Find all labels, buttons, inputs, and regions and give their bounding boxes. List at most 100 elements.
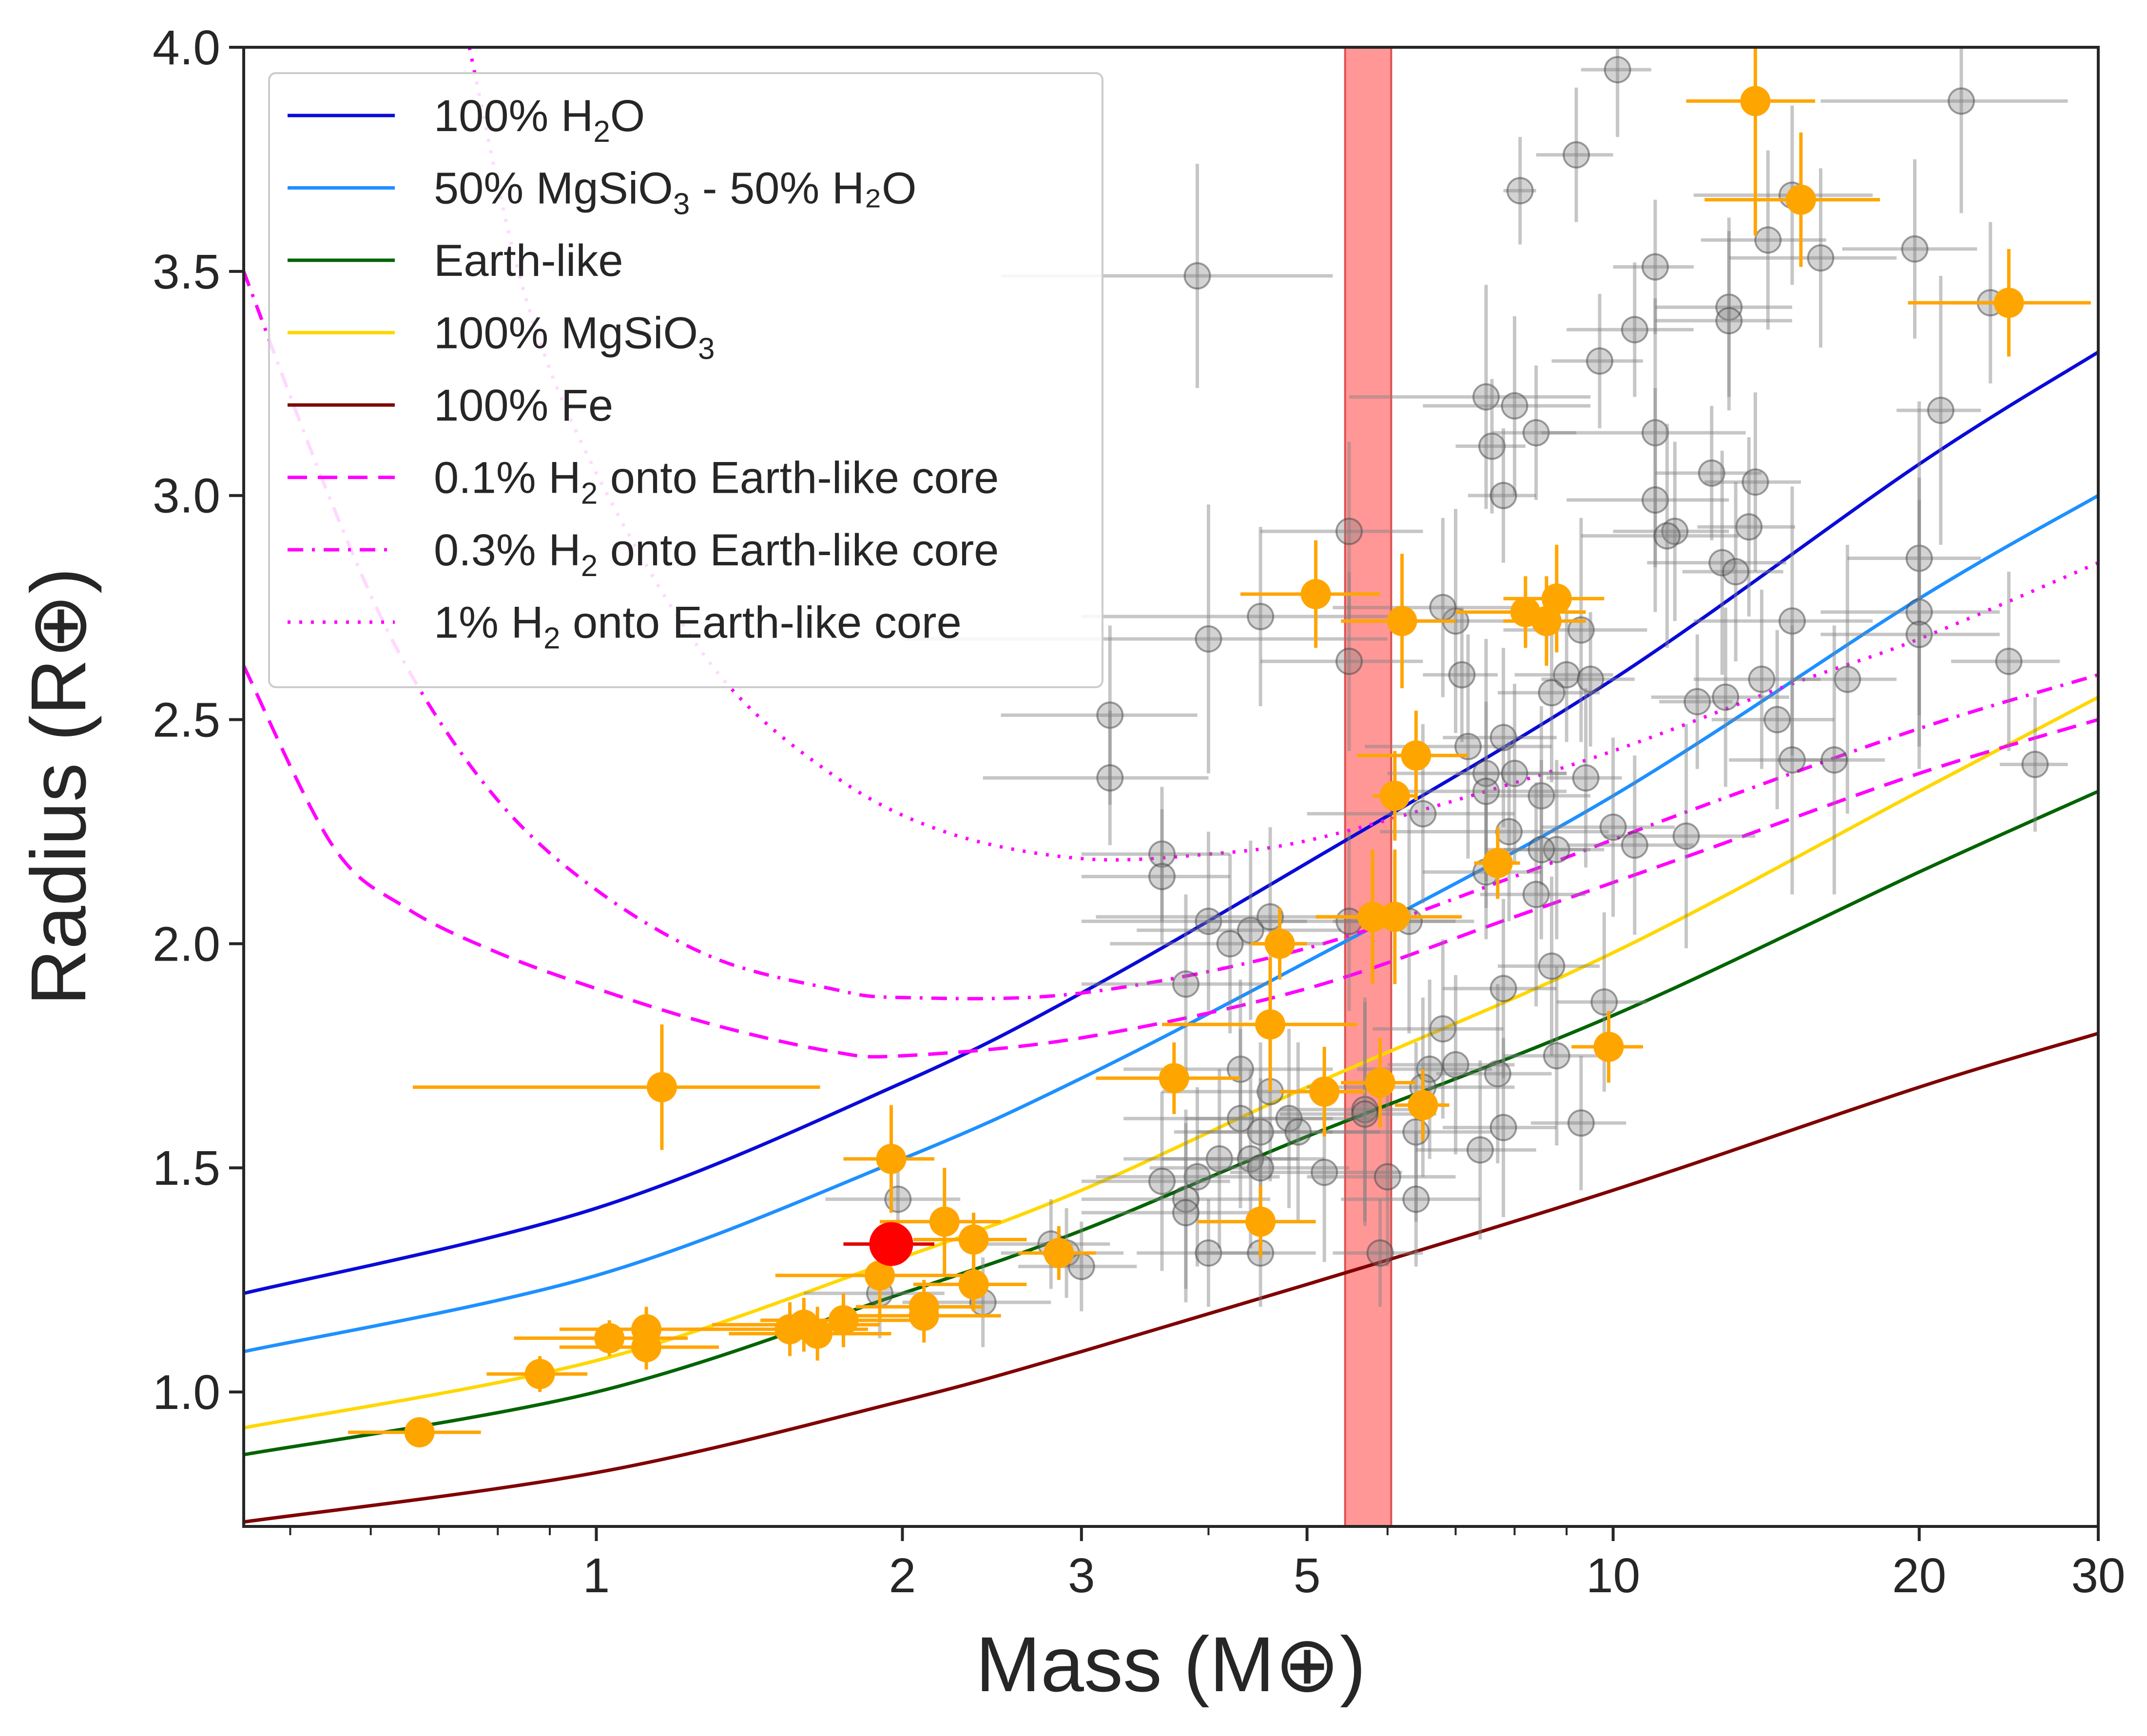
grey-point — [1096, 701, 1124, 729]
orange-point — [1593, 1031, 1624, 1062]
legend: 100% H2O 50% MgSiO3 - 50% H₂O Earth-like 10… — [268, 72, 1103, 688]
grey-point — [1763, 706, 1791, 733]
grey-point — [1653, 522, 1681, 550]
grey-point — [1195, 625, 1222, 653]
grey-point — [1501, 759, 1528, 787]
y-axis-title: Radius (R⊕) — [15, 568, 102, 1006]
orange-point — [404, 1417, 435, 1447]
grey-point — [1722, 558, 1750, 586]
grey-point — [1947, 87, 1975, 115]
grey-point — [1522, 881, 1550, 908]
legend-label: 1% H2 onto Earth-like core — [434, 598, 962, 656]
grey-point — [1735, 513, 1763, 541]
x-tick-label: 1 — [583, 1548, 610, 1603]
legend-label: Earth-like — [434, 236, 623, 286]
grey-point — [1641, 419, 1669, 446]
y-tick-label: 1.0 — [153, 1365, 220, 1420]
x-tick-label: 20 — [1892, 1548, 1946, 1603]
grey-point — [1577, 665, 1605, 693]
grey-point — [2021, 751, 2049, 778]
grey-point — [1195, 1239, 1222, 1267]
grey-point — [1661, 518, 1689, 545]
grey-point — [1927, 396, 1954, 424]
orange-point — [1255, 1009, 1286, 1040]
orange-point — [1264, 928, 1295, 959]
model-curve-0 — [244, 350, 2098, 1295]
x-axis-title: Mass (M⊕) — [976, 1620, 1366, 1708]
axes: 1 2 3 5 10 20 30 1.0 1.5 2.0 2.5 3.0 3.5 4.0 — [153, 20, 2126, 1603]
grey-point — [1834, 665, 1861, 693]
grey-point — [1195, 907, 1222, 935]
grey-point — [1284, 1118, 1312, 1146]
legend-label: 0.3% H2 onto Earth-like core — [434, 525, 999, 583]
orange-point — [631, 1332, 662, 1363]
legend-label: 100% H2O — [434, 91, 645, 149]
grey-point — [1495, 818, 1523, 846]
grey-point — [1572, 764, 1600, 792]
grey-point — [1820, 746, 1848, 774]
orange-point — [1245, 1206, 1276, 1237]
grey-point — [1538, 952, 1566, 980]
grey-point — [1472, 777, 1500, 805]
grey-point — [1366, 1239, 1394, 1267]
grey-point — [1489, 975, 1517, 1003]
orange-point — [1740, 86, 1771, 116]
grey-point — [1226, 1105, 1254, 1133]
grey-point — [1489, 1114, 1517, 1141]
grey-point — [1522, 419, 1550, 446]
highlight-point — [869, 1222, 913, 1266]
orange-point — [958, 1224, 989, 1255]
grey-point — [1567, 616, 1595, 644]
grey-point — [1905, 598, 1933, 626]
y-tick-label: 2.0 — [153, 917, 220, 971]
grey-point — [1351, 1100, 1379, 1128]
grey-point — [1590, 988, 1618, 1016]
orange-point — [1482, 848, 1513, 878]
grey-point — [1402, 1185, 1430, 1213]
orange-point — [1159, 1063, 1189, 1094]
grey-point — [1489, 724, 1517, 752]
grey-point — [1641, 253, 1669, 281]
grey-point — [1506, 177, 1534, 205]
grey-point — [1448, 661, 1476, 689]
series-highlight — [843, 1222, 934, 1266]
grey-point — [884, 1185, 912, 1213]
model-curve-5 — [244, 665, 2098, 1059]
y-tick-label: 2.5 — [153, 693, 220, 748]
grey-point — [1257, 903, 1284, 931]
grey-point — [1226, 1055, 1254, 1083]
grey-point — [1466, 1136, 1494, 1164]
orange-point — [1387, 606, 1417, 637]
orange-point — [1408, 1090, 1438, 1120]
orange-point — [909, 1300, 939, 1331]
grey-point — [1409, 800, 1437, 828]
x-tick-label: 5 — [1294, 1548, 1321, 1603]
orange-point — [958, 1269, 989, 1300]
grey-point — [1172, 970, 1199, 998]
grey-point — [1901, 235, 1929, 263]
grey-point — [1183, 262, 1211, 290]
grey-point — [1205, 1145, 1233, 1173]
legend-label: 50% MgSiO3 - 50% H₂O — [434, 164, 917, 221]
x-tick-label: 2 — [889, 1548, 916, 1603]
x-tick-label: 10 — [1586, 1548, 1640, 1603]
y-tick-label: 3.0 — [153, 469, 220, 523]
x-tick-label: 30 — [2071, 1548, 2125, 1603]
grey-point — [1641, 486, 1669, 514]
grey-point — [1478, 432, 1506, 460]
orange-point — [1300, 579, 1331, 610]
orange-point — [1993, 288, 2024, 318]
grey-point — [1247, 603, 1275, 631]
grey-point — [1148, 1167, 1176, 1195]
grey-point — [1712, 683, 1740, 711]
orange-point — [1401, 740, 1431, 771]
series-orange — [348, 47, 2091, 1447]
x-tick-label: 3 — [1068, 1548, 1095, 1603]
orange-point — [864, 1260, 895, 1291]
grey-point — [1454, 733, 1482, 760]
grey-point — [1778, 607, 1806, 635]
grey-point — [1672, 822, 1700, 850]
grey-point — [1621, 831, 1648, 859]
grey-point — [1698, 459, 1725, 487]
